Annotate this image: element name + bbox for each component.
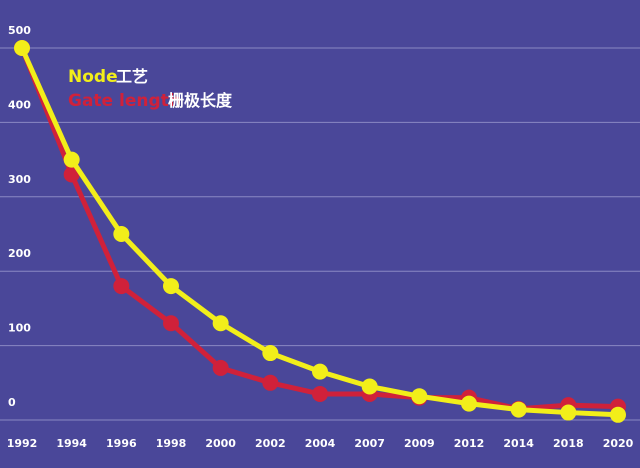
data-point-gate-length-2004: [312, 385, 328, 402]
x-tick-label-1994: 1994: [56, 437, 87, 450]
x-tick-label-2012: 2012: [454, 437, 485, 450]
x-tick-label-2009: 2009: [404, 437, 435, 450]
y-tick-label-500: 500: [8, 24, 31, 37]
data-point-gate-length-1994: [63, 166, 80, 183]
legend-gate-length-label: Gate length: [68, 91, 181, 111]
y-axis-ticks: 500 400 300 200 100 0: [8, 24, 31, 409]
y-tick-label-100: 100: [8, 322, 31, 335]
x-tick-label-2014: 2014: [503, 437, 534, 450]
x-tick-label-2004: 2004: [305, 437, 336, 450]
legend-node-label: Node: [68, 67, 118, 87]
data-point-node-1994: [63, 151, 80, 168]
data-point-gate-length-1998: [163, 315, 179, 332]
y-tick-label-300: 300: [8, 173, 31, 186]
data-point-node-2018: [560, 404, 577, 421]
x-axis-ticks: 1992 1994 1996 1998 2000 2002 2004 2007 2009 2012…: [7, 437, 634, 450]
data-point-node-2014: [510, 401, 527, 418]
data-point-node-2007: [361, 378, 378, 395]
legend-node-label-zh: 工艺: [116, 67, 148, 86]
x-tick-label-2002: 2002: [255, 437, 286, 450]
data-point-node-2012: [461, 395, 477, 412]
y-tick-label-0: 0: [8, 396, 16, 409]
data-point-node-2004: [312, 363, 328, 380]
data-point-node-2000: [212, 315, 229, 332]
x-tick-label-2018: 2018: [553, 437, 584, 450]
x-tick-label-1996: 1996: [106, 437, 137, 450]
data-point-node-1992: [14, 40, 30, 56]
grid-lines: [0, 47, 640, 421]
x-tick-label-1992: 1992: [7, 437, 38, 450]
legend: Node 工艺 Gate length 栅极长度: [68, 67, 233, 111]
data-point-node-2020: [610, 406, 626, 423]
x-tick-label-2000: 2000: [205, 437, 236, 450]
data-point-node-2009: [411, 388, 428, 405]
y-tick-label-200: 200: [8, 247, 31, 260]
data-point-node-1998: [163, 278, 179, 295]
legend-gate-length-label-zh: 栅极长度: [168, 91, 233, 110]
data-point-gate-length-2002: [262, 374, 279, 391]
data-point-gate-length-1996: [113, 278, 130, 295]
data-point-node-1996: [113, 226, 130, 242]
data-point-gate-length-2000: [212, 359, 229, 376]
y-tick-label-400: 400: [8, 98, 31, 111]
x-tick-label-1998: 1998: [156, 437, 187, 450]
data-point-node-2002: [262, 345, 279, 362]
x-tick-label-2020: 2020: [603, 437, 634, 450]
x-tick-label-2007: 2007: [354, 437, 385, 450]
series-layer: [14, 40, 626, 423]
